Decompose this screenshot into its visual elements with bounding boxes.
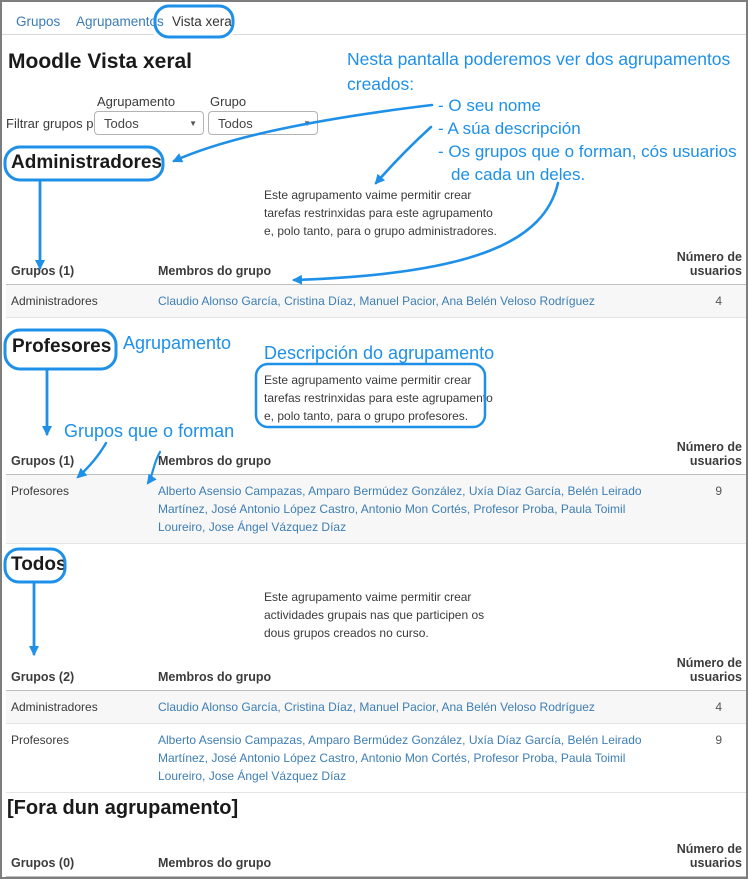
section-title-administradores: Administradores xyxy=(11,152,162,173)
member-links[interactable]: Claudio Alonso García, Cristina Díaz, Ma… xyxy=(158,293,595,308)
col-header-groups: Grupos (1) xyxy=(6,428,158,475)
description-line: e, polo tanto, para o grupo profesores. xyxy=(264,409,469,423)
description-line: actividades grupais nas que participen o… xyxy=(264,608,485,622)
annotation-bullets: - O seu nome - A súa descripción - Os gr… xyxy=(438,94,737,186)
section-title-profesores: Profesores xyxy=(12,336,112,357)
grouping-select[interactable]: Todos ▼ xyxy=(94,111,204,135)
col-header-groups: Grupos (1) xyxy=(6,238,158,285)
col-header-members: Membros do grupo xyxy=(158,428,674,475)
dropdown-caret-icon: ▼ xyxy=(189,118,197,128)
annotation-bullet: - Os grupos que o forman, cós usuarios xyxy=(438,142,737,161)
table-administradores: Grupos (1) Membros do grupo Número de us… xyxy=(6,238,746,318)
member-links[interactable]: Alberto Asensio Campazas, Amparo Bermúde… xyxy=(158,732,642,783)
filter-by-label: Filtrar grupos por: xyxy=(6,116,109,131)
annotation-agrupamento-label: Agrupamento xyxy=(123,333,232,353)
user-count-cell: 9 xyxy=(674,474,746,544)
annotation-descripcion-label: Descripción do agrupamento xyxy=(264,343,495,363)
grouping-filter-label: Agrupamento xyxy=(97,94,176,109)
member-links[interactable]: Claudio Alonso García, Cristina Díaz, Ma… xyxy=(158,699,595,714)
page-title: Moodle Vista xeral xyxy=(8,50,193,73)
annotation-intro: Nesta pantalla poderemos ver dos agrupam… xyxy=(347,49,731,94)
col-header-users: Número de usuarios xyxy=(674,644,746,691)
group-name-cell: Administradores xyxy=(6,690,158,724)
table-todos: Grupos (2) Membros do grupo Número de us… xyxy=(6,644,746,793)
user-count-cell: 4 xyxy=(674,284,746,318)
annotation-bullet: - O seu nome xyxy=(438,96,541,115)
table-profesores: Grupos (1) Membros do grupo Número de us… xyxy=(6,428,746,544)
col-header-groups: Grupos (0) xyxy=(6,830,158,877)
col-header-members: Membros do grupo xyxy=(158,644,674,691)
section-title-fora: [Fora dun agrupamento] xyxy=(7,797,239,819)
tabbar-divider xyxy=(2,34,154,35)
tab-agrupamentos[interactable]: Agrupamentos xyxy=(76,14,164,29)
table-row: Administradores Claudio Alonso García, C… xyxy=(6,690,746,724)
arrow-to-administradores-description xyxy=(374,125,433,185)
table-fora: Grupos (0) Membros do grupo Número de us… xyxy=(6,830,746,877)
group-filter-label: Grupo xyxy=(210,94,247,109)
description-line: tarefas restrinxidas para este agrupamen… xyxy=(264,391,493,405)
group-name-cell: Profesores xyxy=(6,723,158,793)
group-select-value: Todos xyxy=(218,115,253,131)
tab-vista-xeral[interactable]: Vista xeral xyxy=(172,14,235,29)
group-name-cell: Administradores xyxy=(6,284,158,318)
annotation-bullet: - A súa descripción xyxy=(438,119,581,138)
tabbar-divider xyxy=(233,34,746,35)
col-header-members: Membros do grupo xyxy=(158,238,674,285)
table-row: Profesores Alberto Asensio Campazas, Amp… xyxy=(6,723,746,793)
user-count-cell: 4 xyxy=(674,690,746,724)
description-line: Este agrupamento vaime permitir crear xyxy=(264,590,472,604)
description-line: tarefas restrinxidas para este agrupamen… xyxy=(264,206,493,220)
description-todos: Este agrupamento vaime permitir crear ac… xyxy=(264,588,484,642)
table-row: Profesores Alberto Asensio Campazas, Amp… xyxy=(6,474,746,544)
col-header-users: Número de usuarios xyxy=(674,238,746,285)
col-header-members: Membros do grupo xyxy=(158,830,674,877)
group-select[interactable]: Todos ▼ xyxy=(208,111,318,135)
dropdown-caret-icon: ▼ xyxy=(303,118,311,128)
description-administradores: Este agrupamento vaime permitir crear ta… xyxy=(264,186,497,240)
table-row: Administradores Claudio Alonso García, C… xyxy=(6,284,746,318)
description-line: dous grupos creados no curso. xyxy=(264,626,429,640)
col-header-users: Número de usuarios xyxy=(674,428,746,475)
grouping-select-value: Todos xyxy=(104,115,139,131)
group-name-cell: Profesores xyxy=(6,474,158,544)
description-line: Este agrupamento vaime permitir crear xyxy=(264,188,472,202)
description-line: Este agrupamento vaime permitir crear xyxy=(264,373,472,387)
tab-grupos[interactable]: Grupos xyxy=(16,14,61,29)
member-links[interactable]: Alberto Asensio Campazas, Amparo Bermúde… xyxy=(158,483,642,534)
col-header-groups: Grupos (2) xyxy=(6,644,158,691)
annotation-bullet: de cada un deles. xyxy=(451,165,586,184)
user-count-cell: 9 xyxy=(674,723,746,793)
col-header-users: Número de usuarios xyxy=(674,830,746,877)
description-profesores: Este agrupamento vaime permitir crear ta… xyxy=(264,371,493,425)
section-title-todos: Todos xyxy=(11,554,67,575)
